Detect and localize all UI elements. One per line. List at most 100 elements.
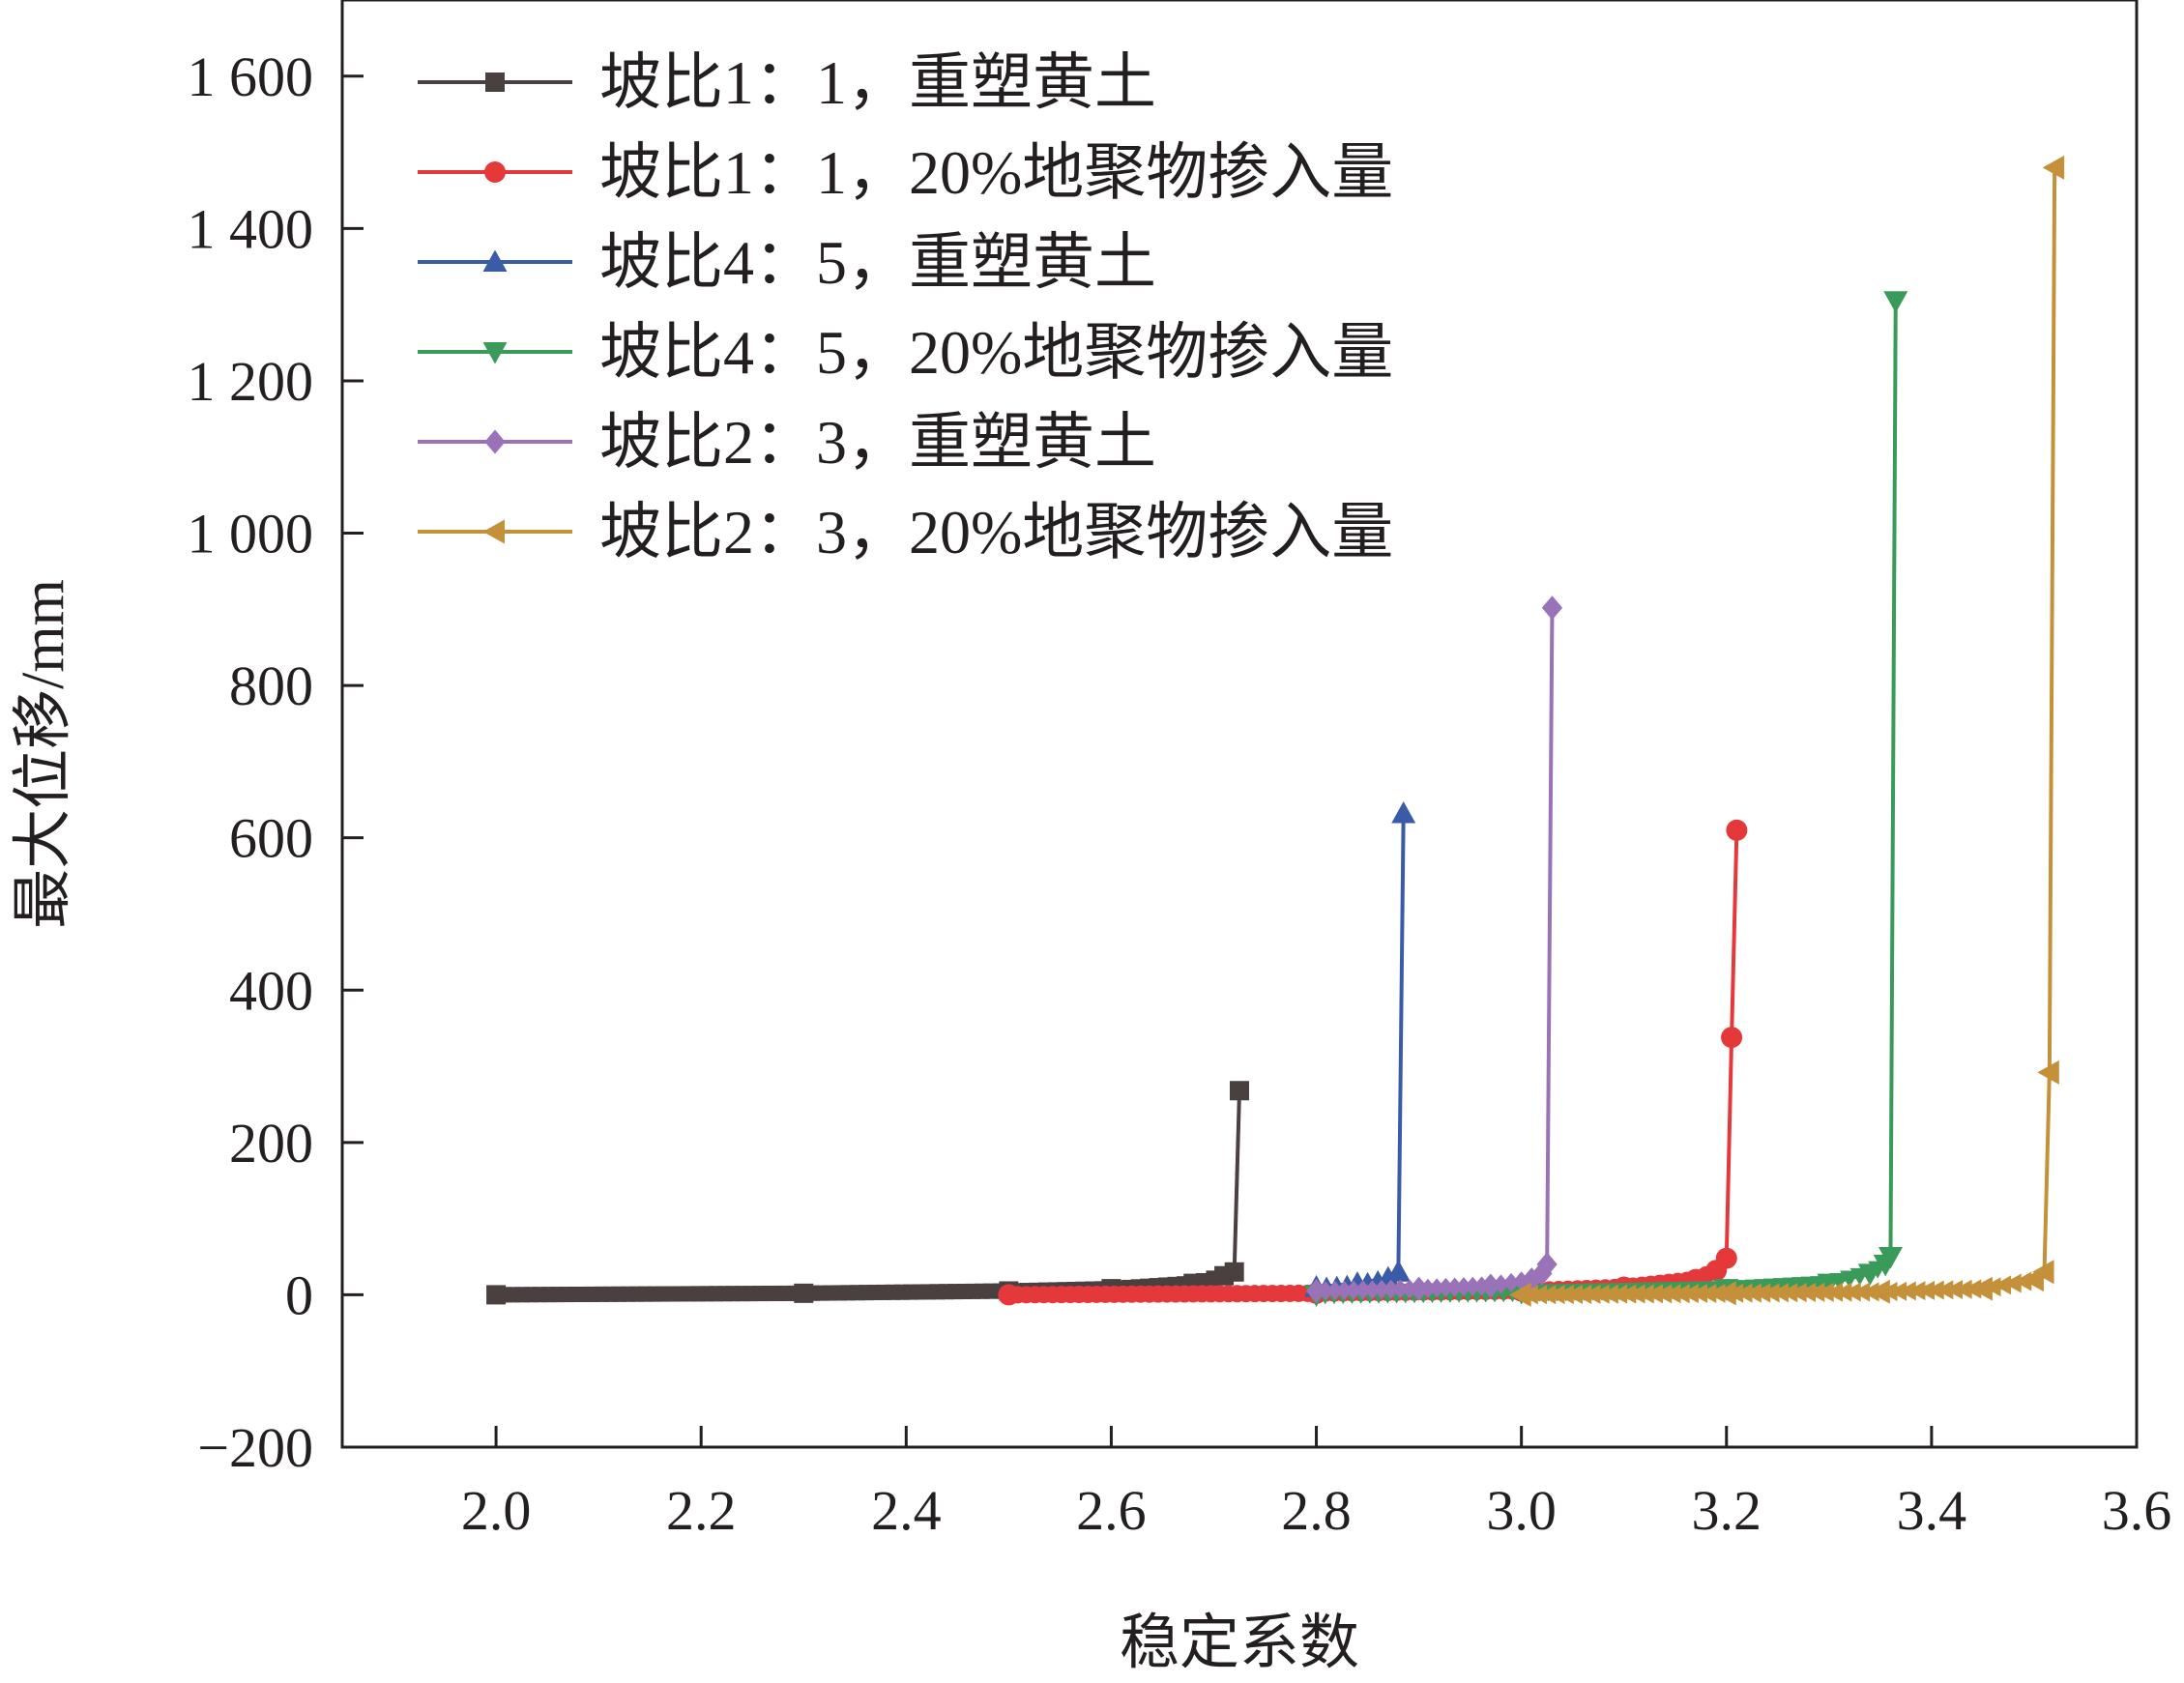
marker-triangle-left <box>1834 1282 1852 1302</box>
marker-diamond <box>1437 1277 1454 1297</box>
marker-circle <box>998 1284 1020 1306</box>
marker-circle <box>484 161 506 183</box>
marker-triangle-left <box>1547 1285 1565 1305</box>
x-tick-label: 3.6 <box>2102 1479 2172 1542</box>
marker-triangle-down <box>1817 1273 1842 1296</box>
x-tick-label: 2.0 <box>461 1479 532 1542</box>
x-tick-label: 3.0 <box>1486 1479 1557 1542</box>
marker-triangle-down <box>1878 1247 1903 1269</box>
series-line <box>1316 301 1898 1297</box>
marker-triangle-left <box>1627 1284 1645 1304</box>
marker-triangle-left <box>1564 1285 1583 1305</box>
series-line <box>496 1090 1241 1297</box>
marker-triangle-left <box>1852 1282 1871 1302</box>
marker-square <box>1224 1262 1244 1282</box>
marker-diamond <box>1502 1272 1520 1292</box>
marker-triangle-up <box>482 249 508 272</box>
series-2 <box>998 819 1748 1306</box>
marker-triangle-left <box>1843 1282 1861 1302</box>
marker-diamond <box>1345 1280 1362 1300</box>
marker-triangle-left <box>1770 1283 1789 1303</box>
marker-triangle-left <box>1714 1281 1736 1306</box>
marker-square <box>486 1285 507 1305</box>
legend-label: 坡比1：1，20%地聚物掺入量 <box>599 138 1393 207</box>
marker-triangle-left <box>1816 1282 1834 1302</box>
marker-triangle-left <box>1970 1276 1993 1301</box>
series-1 <box>486 1081 1249 1305</box>
y-axis: −200 0 200 400 600 800 1 000 1 200 1 400 1 600 <box>188 45 364 1479</box>
marker-diamond <box>1455 1277 1472 1297</box>
x-axis-title: 稳定系数 <box>1120 1610 1359 1676</box>
y-tick-label: 200 <box>229 1112 313 1175</box>
marker-triangle-left <box>1654 1284 1673 1304</box>
marker-triangle-left <box>1699 1283 1717 1303</box>
marker-triangle-left <box>2042 155 2065 180</box>
marker-triangle-left <box>1797 1283 1816 1303</box>
marker-triangle-left <box>1907 1281 1926 1301</box>
marker-diamond <box>1335 1280 1353 1300</box>
marker-triangle-left <box>1889 1281 1907 1301</box>
marker-triangle-left <box>1807 1282 1825 1302</box>
series-line <box>1521 167 2057 1297</box>
y-tick-label: 1 600 <box>188 45 314 108</box>
marker-triangle-left <box>1898 1281 1916 1301</box>
legend-label: 坡比4：5，重塑黄土 <box>599 228 1156 297</box>
marker-triangle-left <box>1529 1285 1548 1305</box>
x-tick-label: 2.8 <box>1281 1479 1352 1542</box>
y-tick-label: 0 <box>285 1263 313 1326</box>
marker-triangle-left <box>1690 1284 1708 1304</box>
series-5 <box>1305 595 1563 1303</box>
marker-square <box>794 1283 814 1303</box>
legend-item: 坡比1：1，重塑黄土 <box>418 48 1156 117</box>
marker-triangle-left <box>1944 1279 1963 1299</box>
marker-triangle-left <box>1762 1283 1780 1303</box>
plot-frame <box>340 0 2139 1449</box>
series-line <box>1316 607 1555 1293</box>
x-tick-label: 3.4 <box>1897 1479 1967 1542</box>
marker-diamond <box>1391 1279 1409 1299</box>
marker-circle <box>1726 819 1748 841</box>
marker-triangle-left <box>1645 1284 1663 1304</box>
marker-diamond <box>1326 1281 1344 1301</box>
marker-diamond <box>1408 1276 1430 1301</box>
y-tick-label: 1 400 <box>188 197 314 260</box>
marker-triangle-left <box>1618 1284 1637 1304</box>
marker-triangle-left <box>1591 1284 1610 1304</box>
marker-triangle-left <box>1917 1280 1936 1300</box>
marker-diamond <box>1428 1278 1445 1298</box>
marker-diamond <box>484 429 506 454</box>
marker-triangle-left <box>1936 1280 1954 1300</box>
series-layer <box>486 155 2065 1307</box>
marker-diamond <box>1373 1279 1390 1299</box>
legend: 坡比1：1，重塑黄土坡比1：1，20%地聚物掺入量坡比4：5，重塑黄土坡比4：5… <box>418 48 1393 566</box>
series-line <box>1008 829 1739 1297</box>
marker-triangle-left <box>1734 1283 1753 1303</box>
legend-item: 坡比2：3，重塑黄土 <box>418 408 1156 477</box>
legend-label: 坡比2：3，20%地聚物掺入量 <box>599 498 1393 566</box>
marker-triangle-left <box>1743 1283 1762 1303</box>
y-tick-label: 800 <box>229 654 313 717</box>
x-tick-label: 2.2 <box>666 1479 737 1542</box>
x-axis: 2.0 2.2 2.4 2.6 2.8 3.0 3.2 3.4 3.6 <box>461 1426 2171 1542</box>
marker-circle <box>1715 1247 1737 1269</box>
marker-triangle-left <box>1926 1280 1944 1300</box>
marker-triangle-left <box>1556 1285 1574 1305</box>
marker-triangle-down <box>1883 291 1908 313</box>
legend-item: 坡比4：5，重塑黄土 <box>418 228 1156 297</box>
marker-diamond <box>1536 1252 1558 1277</box>
marker-triangle-left <box>1680 1284 1699 1304</box>
series-4 <box>1304 291 1908 1307</box>
y-tick-label: 1 200 <box>188 350 314 413</box>
marker-triangle-up <box>1391 800 1416 824</box>
y-tick-label: −200 <box>197 1416 313 1479</box>
marker-triangle-left <box>1538 1285 1557 1305</box>
marker-triangle-left <box>1600 1284 1618 1304</box>
y-axis-title: 最大位移/mm <box>11 579 76 929</box>
marker-triangle-left <box>2037 1059 2059 1085</box>
legend-label: 坡比2：3，重塑黄土 <box>599 408 1156 477</box>
marker-triangle-left <box>1780 1283 1798 1303</box>
marker-triangle-left <box>1994 1275 2012 1295</box>
marker-triangle-left <box>1753 1283 1771 1303</box>
marker-triangle-left <box>1672 1284 1690 1304</box>
